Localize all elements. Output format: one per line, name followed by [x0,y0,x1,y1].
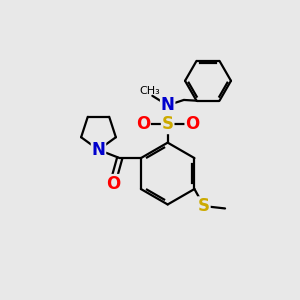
Text: O: O [136,116,150,134]
Text: N: N [161,96,175,114]
Text: O: O [185,116,200,134]
Text: N: N [92,141,105,159]
Text: S: S [162,116,174,134]
Text: O: O [106,175,120,193]
Text: CH₃: CH₃ [139,86,160,96]
Text: S: S [198,197,210,215]
